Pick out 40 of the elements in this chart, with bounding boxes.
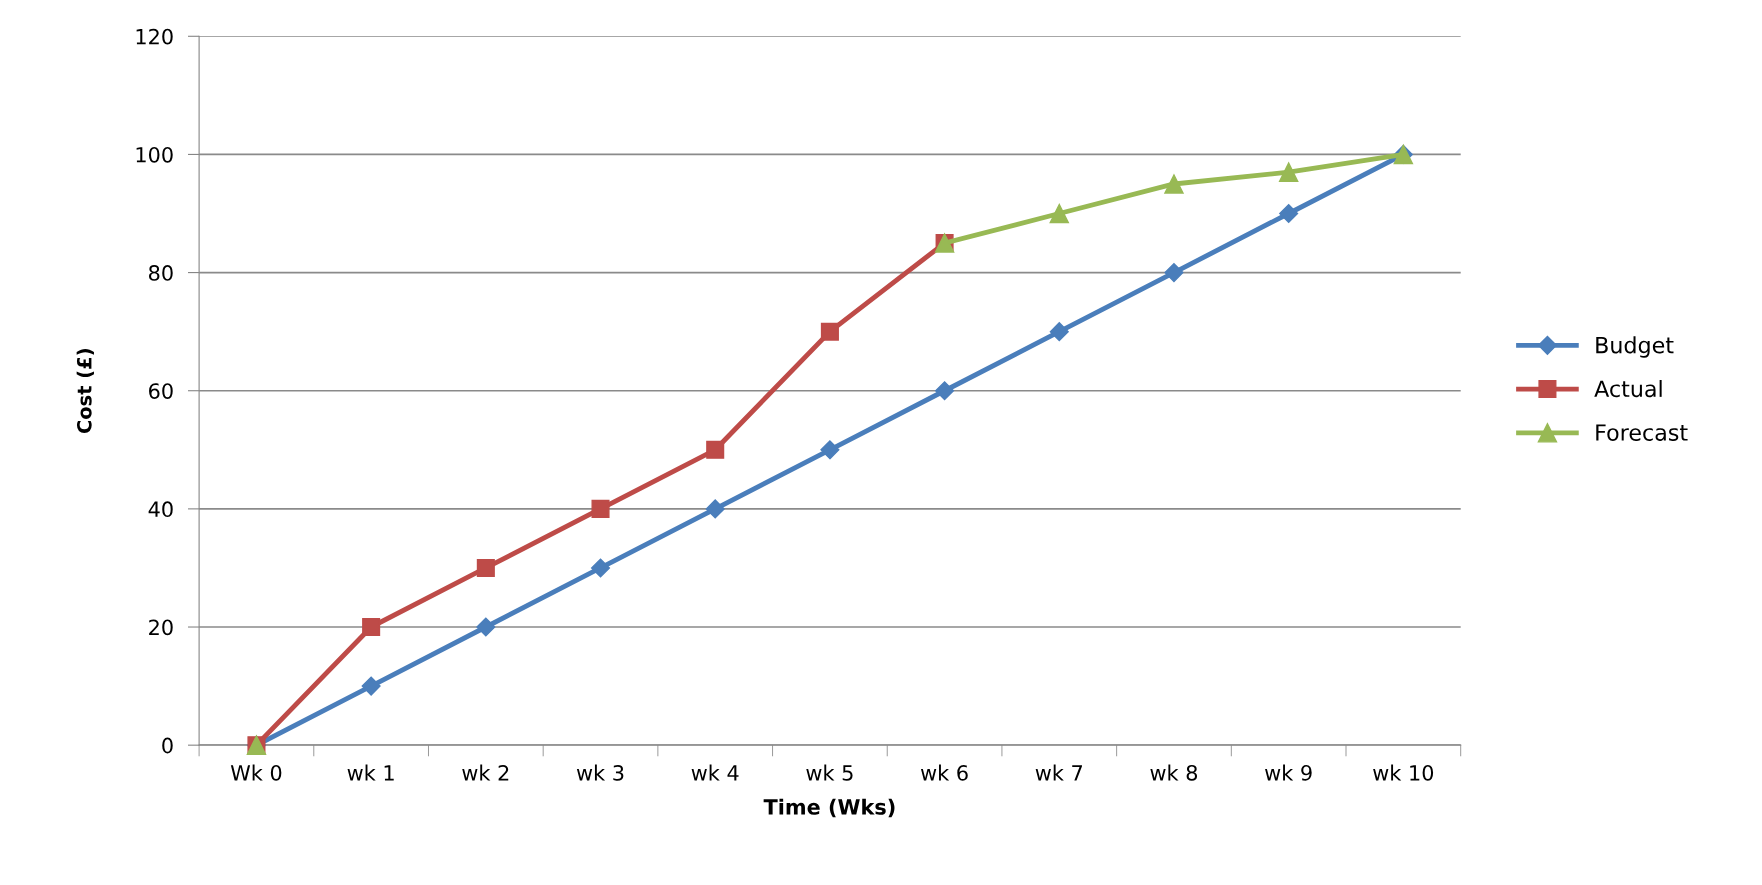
y-tick-label: 120 [136,28,173,45]
x-tick-label: wk 6 [920,764,968,781]
point [361,676,381,696]
x-tick-label: wk 10 [1373,764,1434,781]
legend-label: Forecast [1596,424,1688,441]
point [476,558,495,577]
x-tick-label: wk 2 [462,764,509,781]
y-tick-label: 0 [162,737,173,754]
y-tick-label: 20 [149,619,173,636]
point [705,499,725,519]
x-tick-label: wk 5 [806,764,853,781]
point [590,558,611,578]
point [1164,263,1184,283]
y-tick-label: 80 [149,265,173,281]
point [1278,162,1299,182]
point [362,617,381,637]
x-tick-label: wk 8 [1150,764,1198,781]
x-tick-label: wk 9 [1265,764,1312,781]
point [1049,203,1070,224]
x-tick-label: wk 1 [347,764,394,781]
x-axis-title: Time (Wks) [763,798,895,818]
x-tick-label: wk 4 [691,764,739,781]
y-tick-label: 40 [148,501,173,518]
x-tick-label: wk 3 [576,764,624,781]
point [1164,174,1184,194]
point [935,381,955,401]
point [476,617,496,637]
point [820,322,839,341]
legend-label: Budget [1596,336,1674,358]
y-tick-label: 100 [136,146,173,163]
legend-label: Actual [1594,379,1662,398]
x-tick-label: Wk 0 [230,764,282,781]
y-tick-label: 60 [149,383,173,399]
x-tick-label: wk 7 [1035,764,1082,781]
y-axis-title: Cost (£) [76,349,94,434]
point [706,440,725,459]
point [1049,322,1069,342]
point [820,440,840,460]
point [591,499,610,518]
point [1279,203,1299,224]
